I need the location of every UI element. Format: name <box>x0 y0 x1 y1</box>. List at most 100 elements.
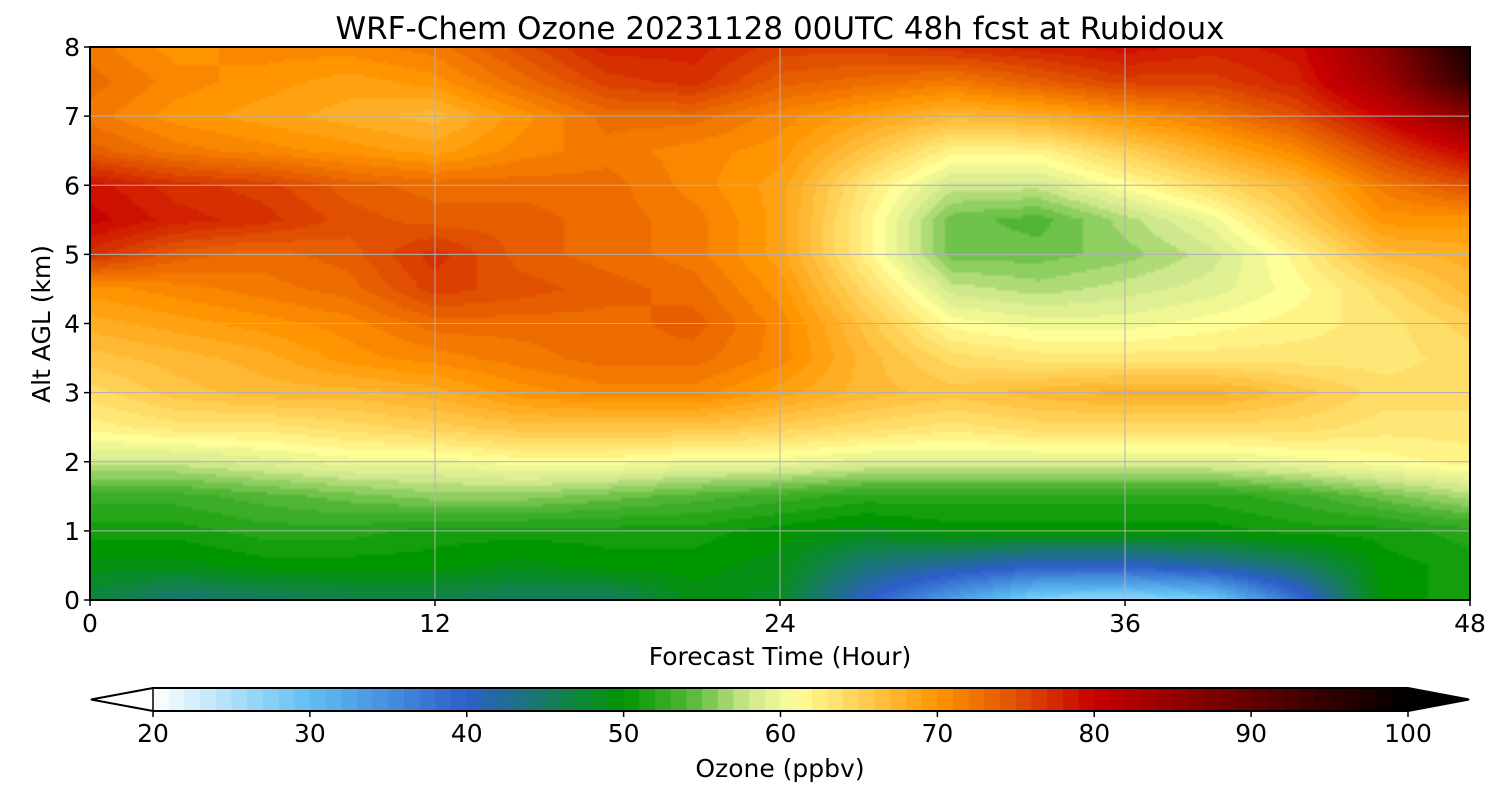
colorbar-segment <box>639 688 656 711</box>
colorbar-segment <box>419 688 436 711</box>
colorbar-segment <box>780 688 797 711</box>
colorbar-segment <box>184 688 201 711</box>
colorbar-segment <box>968 688 986 711</box>
colorbar-segment <box>294 688 311 711</box>
y-axis: 0 1 2 3 4 5 6 7 8 <box>64 33 90 615</box>
colorbar-segment <box>749 688 766 711</box>
colorbar-segment <box>1125 688 1142 711</box>
colorbar-segment <box>1062 688 1080 711</box>
colorbar-segment <box>231 688 248 711</box>
colorbar-segment <box>937 688 954 711</box>
colorbar-segment <box>1047 688 1064 711</box>
colorbar <box>90 687 1470 712</box>
colorbar-segment <box>404 688 421 711</box>
colorbar-segment <box>1141 688 1158 711</box>
colorbar-segment <box>811 688 829 711</box>
colorbar-segment <box>1313 688 1331 711</box>
colorbar-segment <box>1282 688 1299 711</box>
colorbar-segment <box>796 688 813 711</box>
colorbar-segment <box>1376 688 1393 711</box>
colorbar-segment <box>1251 688 1268 711</box>
colorbar-segment <box>906 688 923 711</box>
y-tick-label: 0 <box>64 586 80 615</box>
colorbar-segment <box>1235 688 1252 711</box>
colorbar-segment <box>1172 688 1189 711</box>
colorbar-segment <box>1266 688 1284 711</box>
colorbar-segment <box>545 688 562 711</box>
x-tick-label: 0 <box>82 609 98 638</box>
colorbar-segment <box>1360 688 1378 711</box>
colorbar-segment <box>670 688 687 711</box>
y-tick-label: 8 <box>64 33 80 62</box>
colorbar-segment <box>1031 688 1048 711</box>
colorbar-segment <box>827 688 844 711</box>
x-tick-label: 36 <box>1109 609 1141 638</box>
colorbar-segment <box>435 688 452 711</box>
colorbar-segment <box>262 688 280 711</box>
colorbar-segment <box>1078 688 1095 711</box>
colorbar-tick-label: 40 <box>451 719 483 748</box>
colorbar-tick-label: 90 <box>1235 719 1267 748</box>
colorbar-segment <box>215 688 233 711</box>
colorbar-segment <box>764 688 782 711</box>
y-tick-label: 1 <box>64 517 80 546</box>
colorbar-segment <box>655 688 672 711</box>
x-tick-label: 24 <box>764 609 796 638</box>
colorbar-segment <box>702 688 719 711</box>
colorbar-segment <box>1094 688 1111 711</box>
colorbar-segment <box>1329 688 1346 711</box>
y-tick-label: 4 <box>64 310 80 339</box>
colorbar-segment <box>843 688 860 711</box>
colorbar-segment <box>921 688 938 711</box>
colorbar-segment <box>1392 688 1409 711</box>
colorbar-segment <box>356 688 374 711</box>
colorbar-tick-label: 30 <box>294 719 326 748</box>
colorbar-tick-label: 60 <box>765 719 797 748</box>
colorbar-segment <box>984 688 1001 711</box>
colorbar-segment <box>200 688 217 711</box>
colorbar-segment <box>451 688 468 711</box>
colorbar-extend-high <box>1407 687 1470 712</box>
x-axis: 0 12 24 36 48 <box>82 600 1486 638</box>
colorbar-segment <box>1298 688 1315 711</box>
colorbar-segment <box>717 688 735 711</box>
colorbar-tick-label: 50 <box>608 719 640 748</box>
colorbar-segment <box>953 688 970 711</box>
colorbar-segment <box>325 688 342 711</box>
colorbar-segment <box>1345 688 1362 711</box>
colorbar-segment <box>1219 688 1237 711</box>
colorbar-tick-label: 100 <box>1384 719 1432 748</box>
y-tick-label: 5 <box>64 240 80 269</box>
colorbar-segment <box>1000 688 1017 711</box>
colorbar-segment <box>278 688 295 711</box>
colorbar-segment <box>1015 688 1033 711</box>
colorbar-segment <box>341 688 358 711</box>
y-axis-label: Alt AGL (km) <box>27 245 56 403</box>
colorbar-segment <box>890 688 907 711</box>
colorbar-segment <box>1109 688 1127 711</box>
colorbar-segment <box>686 688 703 711</box>
colorbar-segment <box>309 688 327 711</box>
colorbar-segment <box>560 688 578 711</box>
colorbar-segment <box>1204 688 1221 711</box>
colorbar-segment <box>576 688 593 711</box>
y-tick-label: 3 <box>64 379 80 408</box>
y-tick-label: 7 <box>64 102 80 131</box>
y-tick-label: 2 <box>64 448 80 477</box>
colorbar-segment <box>153 688 170 711</box>
colorbar-segment <box>498 688 515 711</box>
colorbar-segment <box>247 688 264 711</box>
colorbar-segment <box>529 688 546 711</box>
y-tick-label: 6 <box>64 171 80 200</box>
chart-title: WRF-Chem Ozone 20231128 00UTC 48h fcst a… <box>335 11 1224 47</box>
colorbar-segment <box>623 688 640 711</box>
colorbar-tick-label: 20 <box>137 719 169 748</box>
x-axis-label: Forecast Time (Hour) <box>649 642 912 671</box>
colorbar-segment <box>372 688 389 711</box>
colorbar-segment <box>607 688 625 711</box>
x-tick-label: 48 <box>1454 609 1486 638</box>
colorbar-segment <box>874 688 891 711</box>
colorbar-segment <box>168 688 185 711</box>
colorbar-segment <box>858 688 876 711</box>
colorbar-label: Ozone (ppbv) <box>695 754 864 783</box>
